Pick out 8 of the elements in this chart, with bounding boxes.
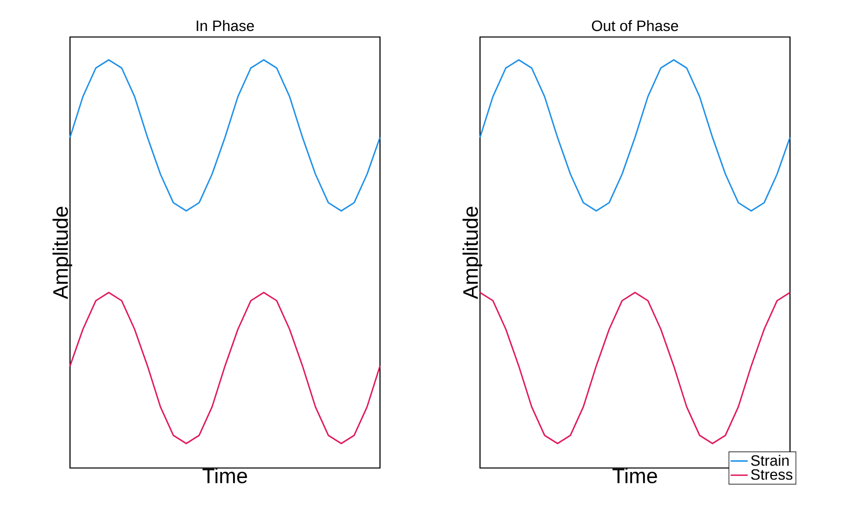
- legend-label: Stress: [751, 469, 792, 480]
- legend-label: Strain: [751, 454, 789, 466]
- chart-title: In Phase: [196, 20, 254, 32]
- x-axis-title: Time: [202, 468, 248, 484]
- y-axis-title: Amplitude: [462, 206, 482, 300]
- chart-title: Out of Phase: [592, 20, 678, 32]
- y-axis-title: Amplitude: [52, 206, 72, 300]
- x-axis-title: Time: [612, 468, 658, 484]
